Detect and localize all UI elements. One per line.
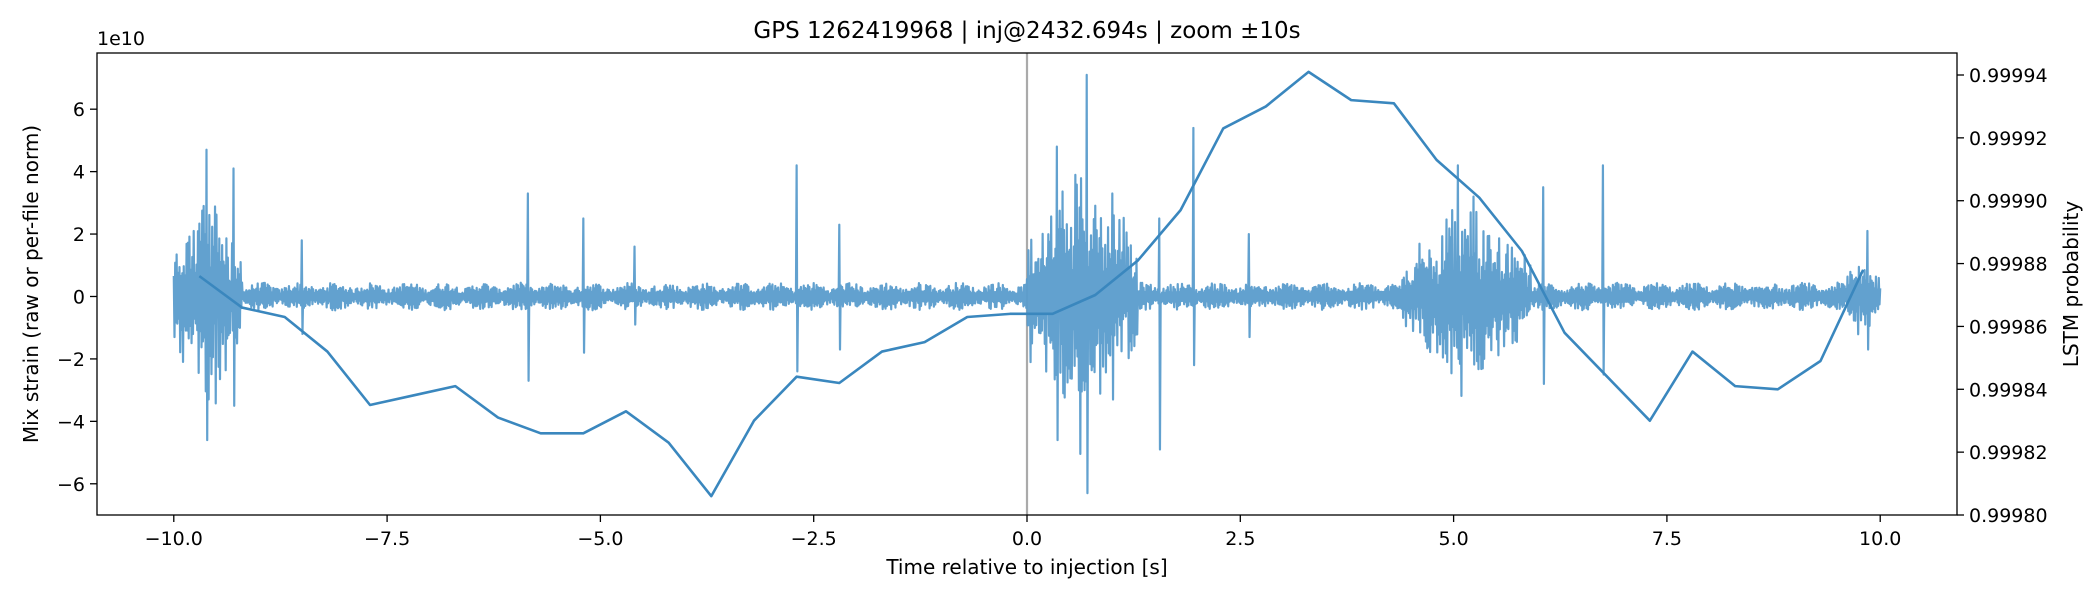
y-axis-right-label: LSTM probability [2059, 201, 2083, 368]
x-tick-label: −5.0 [577, 528, 623, 550]
y-right-tick-label: 0.99994 [1969, 65, 2048, 87]
x-tick-label: 10.0 [1859, 528, 1901, 550]
x-tick-label: 7.5 [1652, 528, 1682, 550]
x-tick-label: 0.0 [1012, 528, 1042, 550]
y-right-tick-label: 0.99982 [1969, 442, 2048, 464]
probability-series-line [198, 70, 1865, 498]
x-tick-label: 5.0 [1438, 528, 1468, 550]
y-axis-left-offset-label: 1e10 [97, 28, 145, 50]
x-axis-label: Time relative to injection [s] [885, 555, 1167, 579]
y-axis-left-label: Mix strain (raw or per-file norm) [19, 125, 43, 443]
chart-marks [172, 53, 1882, 515]
y-right-tick-label: 0.99988 [1969, 254, 2048, 276]
y-left-tick-label: 4 [73, 162, 85, 184]
y-right-tick-label: 0.99980 [1969, 505, 2048, 527]
y-right-tick-label: 0.99986 [1969, 316, 2048, 338]
y-right-tick-label: 0.99992 [1969, 128, 2048, 150]
strain-series-line [172, 73, 1882, 495]
chart-title: GPS 1262419968 | inj@2432.694s | zoom ±1… [753, 18, 1300, 44]
y-left-tick-label: 0 [73, 286, 85, 308]
y-left-tick-label: −2 [57, 349, 85, 371]
x-tick-label: −7.5 [364, 528, 410, 550]
y-right-tick-label: 0.99990 [1969, 191, 2048, 213]
y-left-tick-label: −6 [57, 474, 85, 496]
y-right-tick-label: 0.99984 [1969, 379, 2048, 401]
x-tick-label: 2.5 [1225, 528, 1255, 550]
tick-group: −10.0 −7.5 −5.0 −2.5 0.0 2.5 5.0 7.5 10.0 −6 −4 −2 0… [57, 65, 2048, 550]
y-left-tick-label: 2 [73, 224, 85, 246]
x-tick-label: −2.5 [791, 528, 837, 550]
x-tick-label: −10.0 [145, 528, 203, 550]
y-left-tick-label: −4 [57, 411, 85, 433]
y-left-tick-label: 6 [73, 99, 85, 121]
